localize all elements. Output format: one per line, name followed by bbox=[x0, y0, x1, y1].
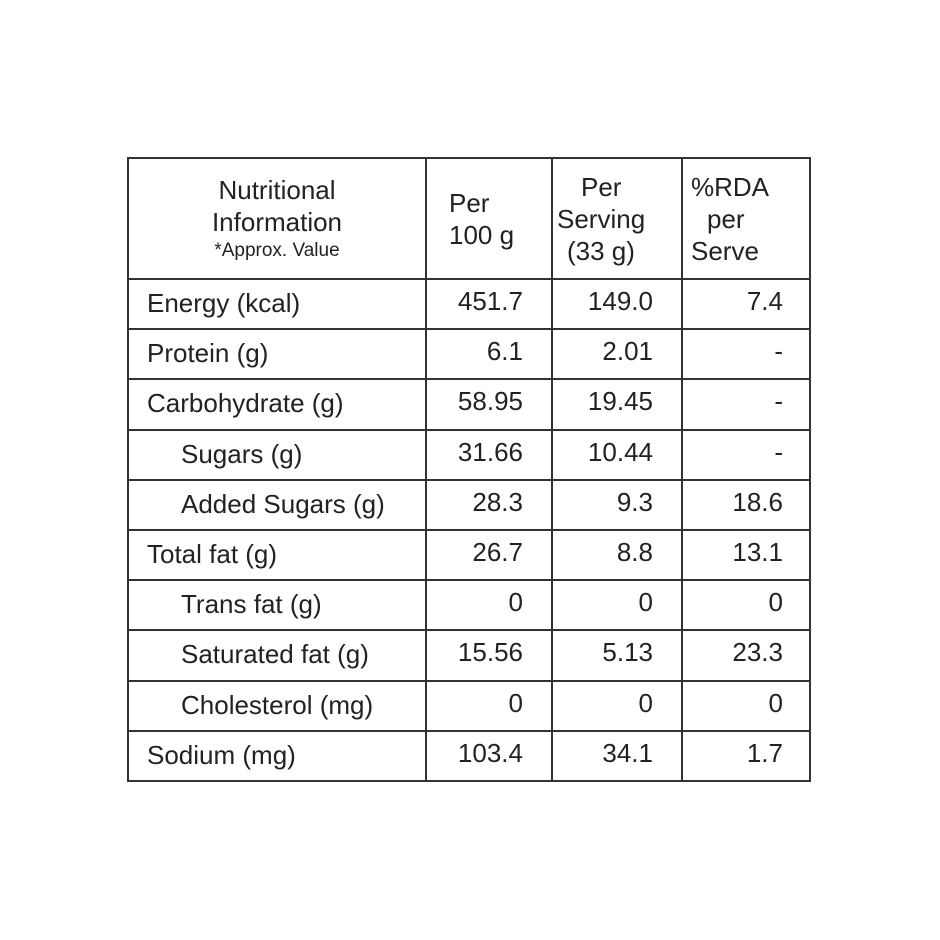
value-cell: 6.1 bbox=[427, 330, 553, 381]
value-cell: 9.3 bbox=[553, 480, 683, 531]
value-cell: 0 bbox=[427, 681, 553, 732]
value-cell: 0 bbox=[553, 681, 683, 732]
header-cell: Per Serving (33 g) bbox=[553, 159, 683, 280]
value-cell: - bbox=[683, 330, 811, 381]
header-text: Nutritional bbox=[218, 174, 336, 205]
value-cell: 26.7 bbox=[427, 531, 553, 582]
row-label: Protein (g) bbox=[129, 330, 427, 381]
value-cell: 34.1 bbox=[553, 731, 683, 780]
header-cell: Per 100 g bbox=[427, 159, 553, 280]
header-text: Serve bbox=[691, 235, 759, 266]
value-cell: 149.0 bbox=[553, 280, 683, 331]
value-cell: - bbox=[683, 431, 811, 481]
row-label: Total fat (g) bbox=[129, 531, 427, 582]
value-cell: 0 bbox=[553, 581, 683, 632]
row-label: Trans fat (g) bbox=[129, 581, 427, 632]
value-cell: 23.3 bbox=[683, 631, 811, 682]
header-text: Serving bbox=[557, 203, 646, 234]
value-cell: 451.7 bbox=[427, 280, 553, 331]
header-cell: Nutritional Information *Approx. Value bbox=[129, 159, 427, 280]
value-cell: 28.3 bbox=[427, 480, 553, 531]
value-cell: 10.44 bbox=[553, 430, 683, 481]
value-cell: - bbox=[683, 380, 811, 431]
header-text: *Approx. Value bbox=[214, 239, 340, 261]
value-cell: 8.8 bbox=[553, 531, 683, 582]
value-cell: 19.45 bbox=[553, 380, 683, 431]
nutrition-table: Nutritional Information *Approx. Value Per 1… bbox=[127, 157, 811, 782]
value-cell: 31.66 bbox=[427, 430, 553, 481]
row-label: Sodium (mg) bbox=[129, 731, 427, 780]
value-cell: 2.01 bbox=[553, 330, 683, 381]
value-cell: 18.6 bbox=[683, 481, 811, 531]
value-cell: 58.95 bbox=[427, 380, 553, 431]
value-cell: 13.1 bbox=[683, 531, 811, 582]
header-text: %RDA bbox=[691, 171, 770, 202]
row-label: Sugars (g) bbox=[129, 430, 427, 481]
header-text: (33 g) bbox=[567, 235, 635, 266]
value-cell: 0 bbox=[683, 682, 811, 732]
header-text: 100 g bbox=[449, 219, 515, 250]
value-cell: 0 bbox=[683, 581, 811, 632]
row-label: Cholesterol (mg) bbox=[129, 681, 427, 732]
value-cell: 5.13 bbox=[553, 631, 683, 682]
value-cell: 7.4 bbox=[683, 280, 811, 331]
header-text: Information bbox=[211, 206, 343, 237]
header-text: Per bbox=[581, 171, 622, 202]
value-cell: 15.56 bbox=[427, 631, 553, 682]
row-label: Energy (kcal) bbox=[129, 280, 427, 331]
row-label: Carbohydrate (g) bbox=[129, 380, 427, 431]
value-cell: 1.7 bbox=[746, 737, 783, 768]
header-text: per bbox=[707, 203, 745, 234]
value-cell: 0 bbox=[427, 581, 553, 632]
row-label: Added Sugars (g) bbox=[129, 480, 427, 531]
row-label: Saturated fat (g) bbox=[129, 631, 427, 682]
header-text: Per bbox=[449, 187, 490, 218]
header-cell: %RDA per Serve bbox=[683, 159, 811, 280]
value-cell: 103.4 bbox=[427, 731, 553, 780]
